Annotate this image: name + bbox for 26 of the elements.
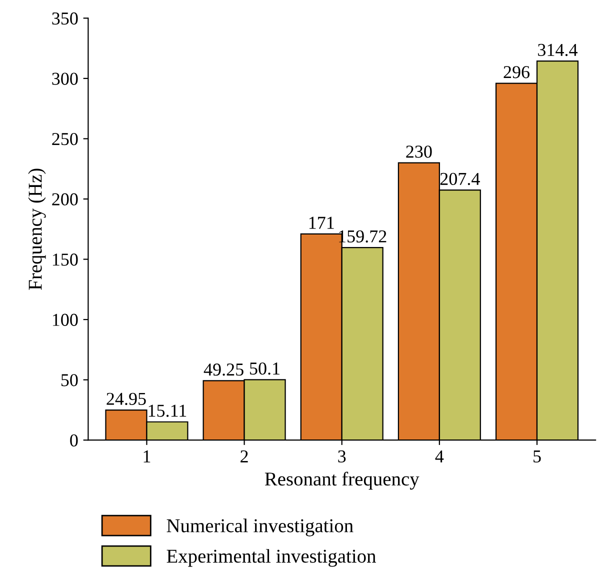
data-label: 50.1 [250,362,280,375]
data-label: 314.4 [538,44,578,56]
y-tick-label: 150 [52,254,78,266]
y-tick-label: 200 [52,193,78,206]
data-label: 171 [309,216,334,229]
y-tick-label: 300 [52,72,78,85]
x-tick-label: 1 [144,450,150,462]
x-axis-title: Resonant frequency [264,472,420,490]
x-tick-label: 4 [435,450,444,462]
data-label: 230 [406,146,432,158]
data-label: 207.4 [440,172,480,186]
y-tick-label: 0 [70,434,78,447]
data-label: 49.25 [204,364,244,376]
x-tick-label: 2 [240,450,248,462]
y-tick-label: 100 [52,314,78,326]
legend-label: Experimental investigation [166,549,376,567]
data-label: 24.95 [106,392,146,406]
legend-label: Numerical investigation [166,518,354,536]
y-tick-label: 50 [61,374,78,386]
x-tick-label: 3 [338,450,346,463]
y-tick-label: 250 [52,132,78,146]
x-tick-label: 5 [534,450,541,463]
data-label: 296 [504,66,530,78]
y-tick-label: 350 [52,12,78,25]
y-axis-title: Frequency (Hz) [28,168,46,290]
data-label: 15.11 [148,404,186,417]
